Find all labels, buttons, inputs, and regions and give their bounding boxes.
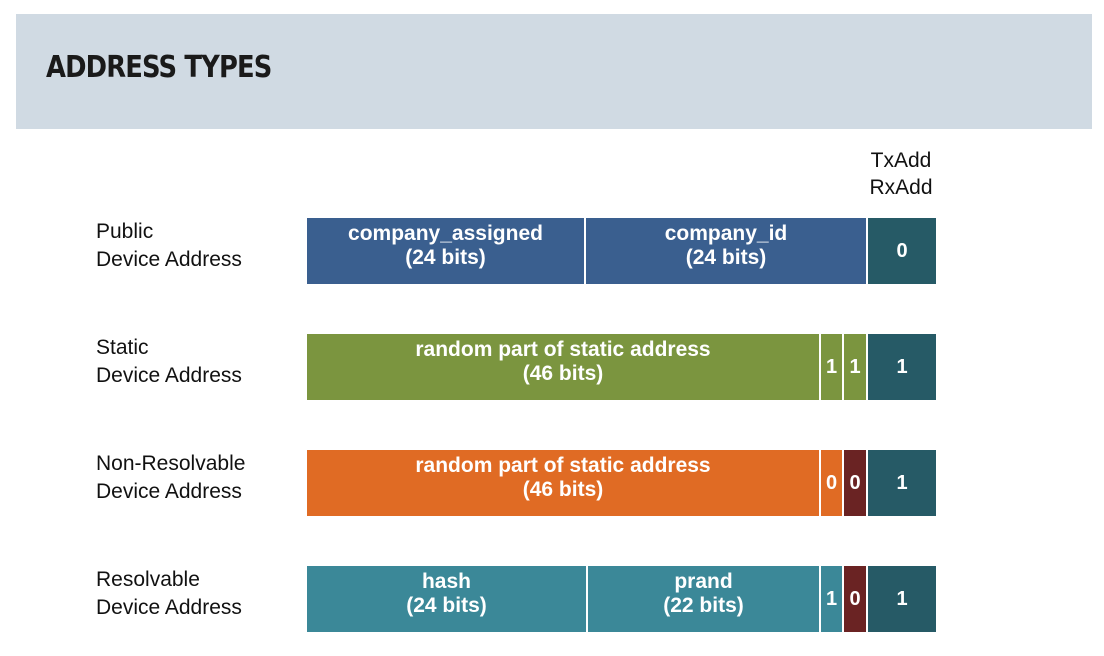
segment-name: company_assigned bbox=[348, 222, 543, 245]
row-label-line2: Device Address bbox=[96, 364, 242, 387]
resolvable-address-bar: hash (24 bits) prand (22 bits) bbox=[307, 566, 819, 632]
row-label-line2: Device Address bbox=[96, 596, 242, 619]
row-label-line2: Device Address bbox=[96, 248, 242, 271]
txadd-flag-public: 0 bbox=[866, 218, 936, 284]
segment-name: hash bbox=[421, 570, 471, 593]
segment-name: random part of static address bbox=[415, 338, 711, 361]
non-resolvable-type-bit-1: 0 bbox=[819, 450, 842, 516]
row-label-line2: Device Address bbox=[96, 480, 242, 503]
segment-bits: (24 bits) bbox=[406, 594, 487, 617]
row-label-line1: Resolvable bbox=[96, 568, 200, 591]
segment-divider bbox=[584, 218, 586, 284]
static-random-segment: random part of static address (46 bits) bbox=[307, 334, 819, 400]
header-band bbox=[16, 14, 1092, 129]
segment-divider bbox=[586, 566, 588, 632]
row-label-public: Public Device Address bbox=[96, 218, 242, 274]
segment-name: random part of static address bbox=[415, 454, 711, 477]
segment-bits: (46 bits) bbox=[522, 478, 604, 501]
segment-bits: (24 bits) bbox=[685, 246, 767, 269]
row-label-line1: Static bbox=[96, 336, 149, 359]
segment-bits: (46 bits) bbox=[522, 362, 604, 385]
static-type-bit-1: 1 bbox=[819, 334, 842, 400]
resolvable-type-bit-2: 0 bbox=[842, 566, 866, 632]
segment-company-id: company_id (24 bits) bbox=[586, 218, 866, 284]
row-label-resolvable: Resolvable Device Address bbox=[96, 566, 242, 622]
segment-name: company_id bbox=[664, 222, 788, 245]
row-label-static: Static Device Address bbox=[96, 334, 242, 390]
segment-bits: (24 bits) bbox=[405, 246, 486, 269]
row-label-line1: Non-Resolvable bbox=[96, 452, 246, 475]
txadd-flag-resolvable: 1 bbox=[866, 566, 936, 632]
segment-name: prand bbox=[674, 570, 733, 593]
row-label-non-resolvable: Non-Resolvable Device Address bbox=[96, 450, 245, 506]
non-resolvable-random-segment: random part of static address (46 bits) bbox=[307, 450, 819, 516]
segment-company-assigned: company_assigned (24 bits) bbox=[307, 218, 584, 284]
rxadd-heading: RxAdd bbox=[869, 176, 933, 199]
static-type-bit-2: 1 bbox=[842, 334, 866, 400]
segment-prand: prand (22 bits) bbox=[588, 566, 819, 632]
txadd-heading: TxAdd bbox=[870, 149, 932, 172]
txadd-flag-non-resolvable: 1 bbox=[866, 450, 936, 516]
row-label-line1: Public bbox=[96, 220, 154, 243]
public-address-bar: company_assigned (24 bits) company_id (2… bbox=[307, 218, 866, 284]
segment-bits: (22 bits) bbox=[663, 594, 744, 617]
txadd-flag-static: 1 bbox=[866, 334, 936, 400]
segment-hash: hash (24 bits) bbox=[307, 566, 586, 632]
resolvable-type-bit-1: 1 bbox=[819, 566, 842, 632]
non-resolvable-type-bit-2: 0 bbox=[842, 450, 866, 516]
page-title: ADDRESS TYPES bbox=[46, 50, 272, 85]
